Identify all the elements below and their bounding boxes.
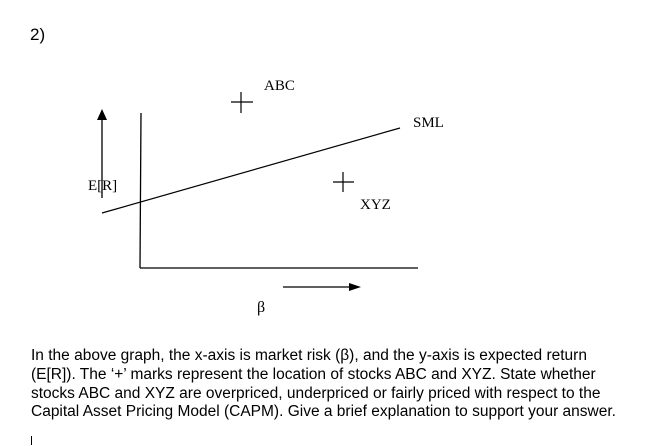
x-direction-arrow [283,283,361,291]
text-cursor [31,436,32,445]
y-axis [139,112,142,269]
sml-label: SML [413,115,444,131]
stock-label-xyz: XYZ [360,197,391,213]
abc-plus-marker [231,92,253,113]
stock-label-abc: ABC [264,78,295,94]
x-axis-label: β [257,299,266,316]
xyz-plus-marker [333,172,354,192]
sml-line [101,127,401,214]
y-axis-label: E[R] [88,178,118,194]
y-direction-arrow [97,109,107,198]
question-text: In the above graph, the x-axis is market… [31,347,616,421]
question-number: 2) [30,25,46,44]
